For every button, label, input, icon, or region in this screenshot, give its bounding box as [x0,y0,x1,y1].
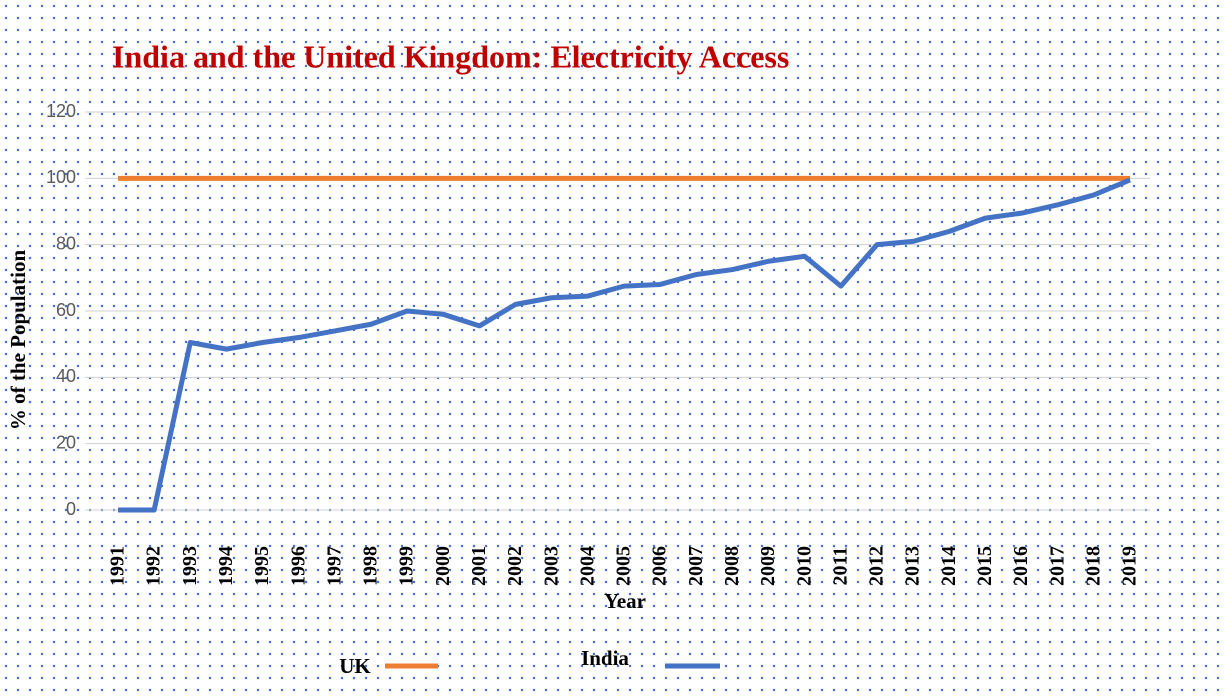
x-tick-label: 2016 [1010,546,1032,586]
x-tick-label: 2018 [1082,546,1104,586]
x-tick-label: 2017 [1046,546,1068,586]
x-tick-label: 2019 [1119,546,1141,586]
y-tick-label: 80 [56,233,76,253]
legend-label: UK [339,654,371,678]
y-tick-label: 20 [56,432,76,452]
y-tick-label: 120 [46,101,76,121]
x-tick-label: 2011 [829,547,851,586]
x-tick-label: 2004 [576,546,598,586]
y-axis-label: % of the Population [6,250,30,431]
x-tick-label: 1992 [143,546,165,586]
x-tick-label: 2000 [432,546,454,586]
x-tick-label: 1997 [323,546,345,586]
x-tick-label: 1998 [360,546,382,586]
line-series [118,177,1131,513]
x-tick-label: 1999 [396,546,418,586]
y-tick-label: 100 [46,167,76,187]
x-tick-label: 1996 [287,546,309,586]
x-axis-label: Year [604,589,646,613]
x-tick-label: 2009 [757,546,779,586]
y-tick-label: 0 [66,499,76,519]
x-tick-label: 2006 [649,546,671,586]
y-tick-label: 60 [56,300,76,320]
legend-label: India [581,646,629,670]
chart-title: India and the United Kingdom: Electricit… [112,38,789,74]
x-tick-label: 2008 [721,546,743,586]
x-tick-label: 2007 [685,546,707,586]
x-tick-label: 2014 [938,546,960,586]
x-tick-label: 1993 [179,546,201,586]
x-tick-label: 2015 [974,546,996,586]
x-tick-label: 2010 [793,546,815,586]
x-tick-label: 1991 [107,546,129,586]
x-tick-label: 2012 [866,546,888,586]
x-tick-label: 1995 [251,546,273,586]
x-tick-label: 2003 [540,546,562,586]
x-tick-label: 2013 [902,546,924,586]
y-tick-label: 40 [56,366,76,386]
x-tick-label: 2002 [504,546,526,586]
x-tick-label: 2005 [613,546,635,586]
x-tick-label: 1994 [215,546,237,586]
x-tick-label: 2001 [468,546,490,586]
